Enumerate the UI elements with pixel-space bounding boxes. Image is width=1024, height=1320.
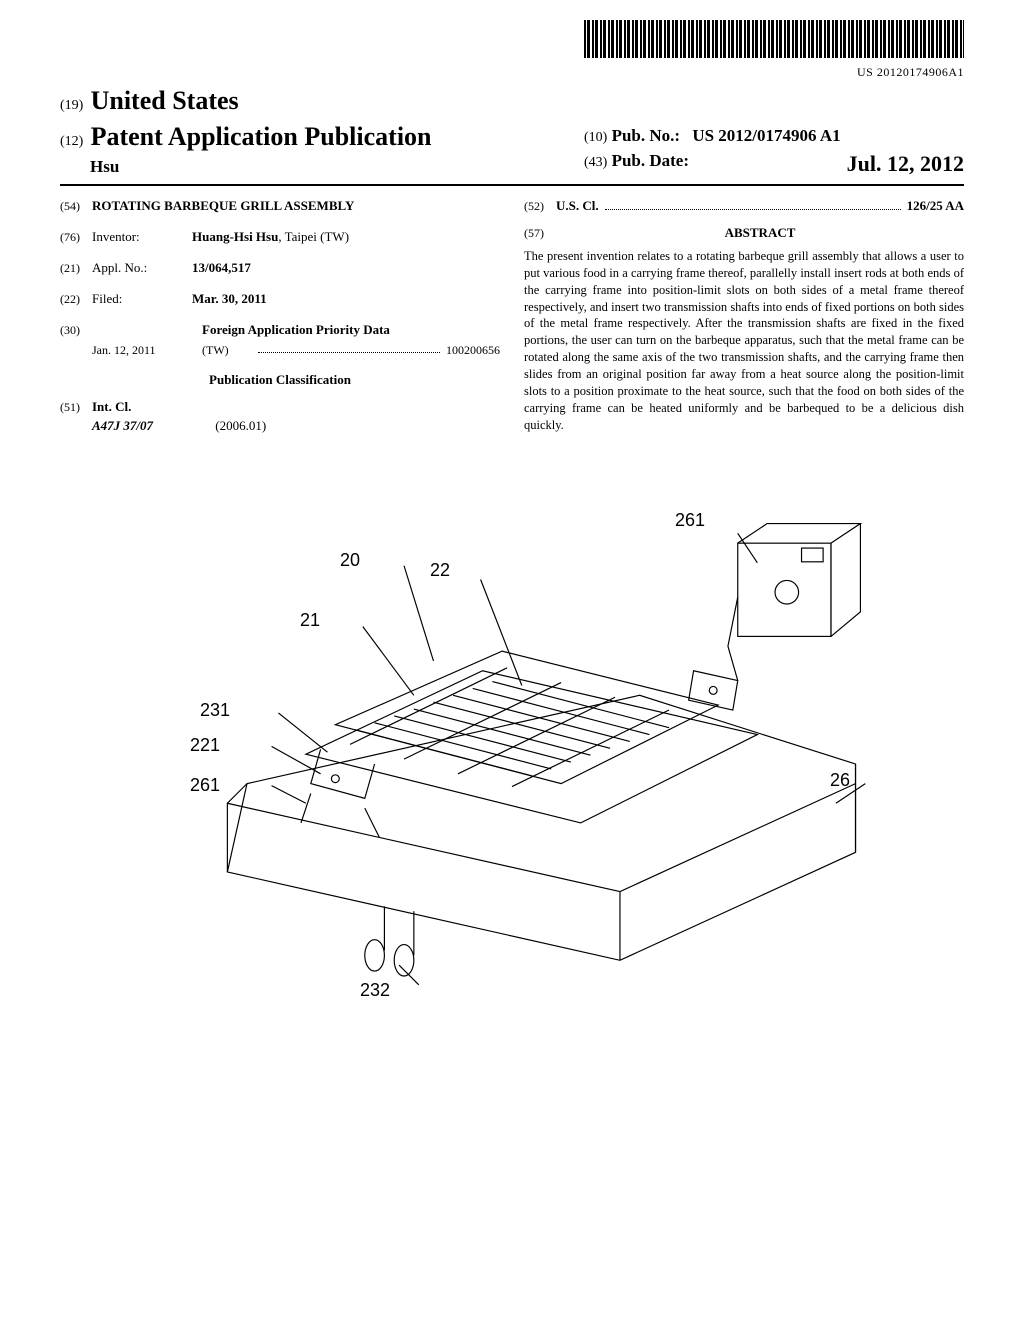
author-name: Hsu xyxy=(90,156,432,178)
abstract-heading: ABSTRACT xyxy=(556,225,964,242)
inventor-value: Huang-Hsi Hsu, Taipei (TW) xyxy=(192,229,349,246)
intcl-class-row: A47J 37/07 (2006.01) xyxy=(92,418,500,435)
barcode-text: US 20120174906A1 xyxy=(60,65,964,81)
figure-ref-label: 21 xyxy=(300,609,320,632)
pub-date-code: (43) xyxy=(584,155,607,170)
uscl-value: 126/25 AA xyxy=(907,198,964,215)
pub-date-label: Pub. Date: xyxy=(612,151,689,170)
header-right: (10) Pub. No.: US 2012/0174906 A1 (43) P… xyxy=(584,125,964,178)
inventor-row: (76) Inventor: Huang-Hsi Hsu, Taipei (TW… xyxy=(60,229,500,246)
intcl-row: (51) Int. Cl. xyxy=(60,399,500,416)
intcl-symbol: A47J 37/07 xyxy=(92,418,212,435)
pub-no: US 2012/0174906 A1 xyxy=(692,126,840,145)
foreign-code: (30) xyxy=(60,323,92,339)
pub-type-code: (12) xyxy=(60,134,83,149)
priority-row: Jan. 12, 2011 (TW) 100200656 xyxy=(92,343,500,359)
figure-ref-label: 231 xyxy=(200,699,230,722)
figure-ref-label: 26 xyxy=(830,769,850,792)
uscl-row: (52) U.S. Cl. 126/25 AA xyxy=(524,198,964,215)
filed-code: (22) xyxy=(60,292,92,308)
uscl-dots xyxy=(605,200,901,210)
applno-label: Appl. No.: xyxy=(92,260,192,277)
pub-class-heading: Publication Classification xyxy=(60,372,500,389)
figure-ref-label: 20 xyxy=(340,549,360,572)
pub-type: Patent Application Publication xyxy=(91,122,432,151)
barcode-area: US 20120174906A1 xyxy=(60,20,964,80)
applno-code: (21) xyxy=(60,261,92,277)
filed-value: Mar. 30, 2011 xyxy=(192,291,267,308)
barcode-graphic xyxy=(584,20,964,58)
abstract-header-row: (57) ABSTRACT xyxy=(524,225,964,248)
uscl-label: U.S. Cl. xyxy=(556,198,599,215)
header-row: (19) United States (12) Patent Applicati… xyxy=(60,84,964,186)
foreign-heading: Foreign Application Priority Data xyxy=(92,322,500,339)
abstract-code: (57) xyxy=(524,226,556,242)
figure-ref-label: 22 xyxy=(430,559,450,582)
figure-ref-label: 261 xyxy=(675,509,705,532)
header-left: (19) United States (12) Patent Applicati… xyxy=(60,84,432,178)
pub-no-code: (10) xyxy=(584,130,607,145)
inventor-location: , Taipei (TW) xyxy=(278,229,349,244)
filed-row: (22) Filed: Mar. 30, 2011 xyxy=(60,291,500,308)
applno-row: (21) Appl. No.: 13/064,517 xyxy=(60,260,500,277)
body-columns: (54) ROTATING BARBEQUE GRILL ASSEMBLY (7… xyxy=(60,198,964,449)
pub-date: Jul. 12, 2012 xyxy=(847,150,964,179)
country-code: (19) xyxy=(60,98,83,113)
inventor-label: Inventor: xyxy=(92,229,192,246)
intcl-version: (2006.01) xyxy=(215,418,266,433)
priority-country: (TW) xyxy=(202,343,252,359)
country-name: United States xyxy=(91,86,239,115)
pub-no-label: Pub. No.: xyxy=(612,126,680,145)
priority-number: 100200656 xyxy=(446,343,500,359)
title-value: ROTATING BARBEQUE GRILL ASSEMBLY xyxy=(92,198,354,215)
inventor-name-bold: Huang-Hsi Hsu xyxy=(192,229,278,244)
intcl-label: Int. Cl. xyxy=(92,399,131,416)
left-column: (54) ROTATING BARBEQUE GRILL ASSEMBLY (7… xyxy=(60,198,500,449)
applno-value: 13/064,517 xyxy=(192,260,251,277)
priority-date: Jan. 12, 2011 xyxy=(92,343,202,359)
title-code: (54) xyxy=(60,199,92,215)
figure-ref-label: 232 xyxy=(360,979,390,1002)
figure-ref-label: 221 xyxy=(190,734,220,757)
figure-ref-label: 261 xyxy=(190,774,220,797)
priority-dots xyxy=(258,343,440,353)
title-row: (54) ROTATING BARBEQUE GRILL ASSEMBLY xyxy=(60,198,500,215)
right-column: (52) U.S. Cl. 126/25 AA (57) ABSTRACT Th… xyxy=(524,198,964,449)
inventor-code: (76) xyxy=(60,230,92,246)
filed-label: Filed: xyxy=(92,291,192,308)
figure-area: 20 22 21 231 221 261 261 26 232 xyxy=(60,489,964,1049)
foreign-code-row: (30) Foreign Application Priority Data xyxy=(60,322,500,339)
abstract-text: The present invention relates to a rotat… xyxy=(524,248,964,434)
intcl-code: (51) xyxy=(60,400,92,416)
patent-figure xyxy=(100,499,924,1029)
uscl-code: (52) xyxy=(524,199,556,215)
